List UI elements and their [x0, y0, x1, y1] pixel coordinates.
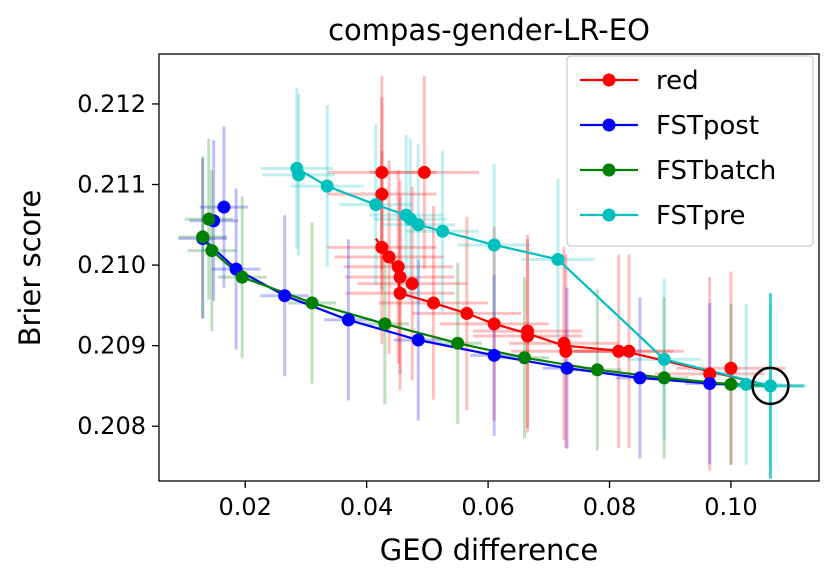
reference-circle [751, 366, 790, 406]
red-point-18 [703, 367, 717, 381]
red-point-10 [460, 306, 474, 320]
fstpost-point-10 [703, 377, 717, 391]
legend-label-fstpost: FSTpost [656, 111, 759, 141]
red-point-11 [487, 317, 501, 331]
fstpre-point-7 [436, 224, 450, 238]
legend-marker-red [602, 73, 616, 87]
y-tick-label-1: 0.209 [77, 332, 146, 360]
x-tick-label-4: 0.10 [704, 493, 757, 521]
red-point-1 [375, 187, 389, 201]
fstpost-point-6 [411, 333, 425, 347]
chart-title: compas-gender-LR-EO [328, 13, 650, 47]
fstbatch-point-1 [202, 212, 216, 226]
y-tick-label-0: 0.208 [77, 412, 146, 440]
red-point-5 [391, 260, 405, 274]
red-point-6 [393, 270, 407, 284]
fstbatch-point-6 [451, 336, 465, 350]
red-point-13 [521, 329, 535, 343]
plot-area-frame [158, 53, 820, 482]
legend-marker-fstbatch [602, 163, 616, 177]
x-tick-label-2: 0.06 [461, 493, 514, 521]
red-point-15 [559, 344, 573, 358]
fstbatch-point-5 [378, 317, 392, 331]
legend-label-fstbatch: FSTbatch [656, 156, 776, 186]
fstpre-point-3 [369, 198, 383, 212]
red-point-8 [393, 286, 407, 300]
x-axis-label: GEO difference [380, 533, 598, 567]
fstpre-point-8 [487, 238, 501, 252]
red-point-19 [724, 361, 738, 375]
fstpre-point-6 [411, 218, 425, 232]
fstpost-point-7 [487, 348, 501, 362]
x-tick-label-0: 0.02 [219, 493, 272, 521]
legend-label-fstpre: FSTpre [656, 201, 746, 231]
fstbatch-point-2 [205, 244, 219, 258]
fstpost-point-2 [217, 200, 231, 214]
fstbatch-point-9 [657, 371, 671, 385]
red-point-0 [375, 165, 389, 179]
fstbatch-point-0 [196, 230, 210, 244]
legend-label-red: red [656, 66, 699, 96]
fstbatch-point-8 [590, 363, 604, 377]
fstpost-point-5 [341, 313, 355, 327]
fstpre-line [296, 167, 771, 387]
reference-marker [737, 293, 804, 479]
fstpost-point-4 [278, 289, 292, 303]
fstpost-point-9 [633, 371, 647, 385]
fstpre-point-1 [292, 168, 306, 182]
red-point-3 [375, 240, 389, 254]
fstbatch-point-3 [235, 270, 249, 284]
fstpre-point-10 [657, 352, 671, 366]
legend: red FSTpost FSTbatch FSTpre [566, 55, 814, 247]
legend-frame [566, 55, 814, 247]
legend-marker-fstpost [602, 118, 616, 132]
fstbatch-point-10 [724, 377, 738, 391]
fstpre-point-9 [551, 252, 565, 266]
red-point-4 [382, 250, 396, 264]
fstpre-point-2 [320, 179, 334, 193]
data-points [196, 161, 777, 393]
y-tick-label-4: 0.212 [77, 90, 146, 118]
y-tick-label-2: 0.210 [77, 251, 146, 279]
x-axis-ticks: 0.02 0.04 0.06 0.08 0.10 [219, 481, 758, 521]
red-point-7 [405, 277, 419, 291]
red-point-17 [622, 344, 636, 358]
y-axis-label: Brier score [13, 190, 47, 347]
fstpost-point-8 [560, 361, 574, 375]
red-point-2 [417, 165, 431, 179]
legend-marker-fstpre [602, 208, 616, 222]
x-tick-label-1: 0.04 [340, 493, 393, 521]
fstbatch-point-7 [518, 351, 532, 365]
y-axis-ticks: 0.208 0.209 0.210 0.211 0.212 [77, 90, 159, 440]
y-tick-label-3: 0.211 [77, 171, 146, 199]
fstbatch-point-4 [305, 296, 319, 310]
red-point-16 [612, 344, 626, 358]
fstpre-point-11 [739, 377, 753, 391]
x-tick-label-3: 0.08 [583, 493, 636, 521]
red-point-9 [426, 296, 440, 310]
